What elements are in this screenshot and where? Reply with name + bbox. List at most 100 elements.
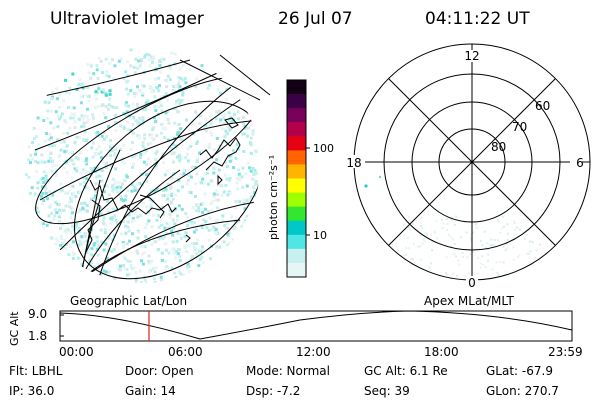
emission-pixel (420, 216, 423, 219)
emission-pixel (122, 77, 126, 81)
emission-pixel (237, 219, 241, 223)
emission-pixel (158, 188, 162, 192)
emission-pixel (253, 169, 257, 172)
emission-pixel (170, 229, 174, 233)
emission-pixel (35, 170, 39, 174)
emission-pixel (64, 90, 68, 94)
emission-pixel (184, 81, 188, 85)
emission-pixel (34, 135, 38, 139)
emission-pixel (57, 115, 60, 119)
emission-pixel (75, 169, 79, 173)
emission-pixel (186, 178, 190, 182)
emission-pixel (85, 114, 89, 118)
emission-pixel (126, 225, 130, 229)
emission-pixel (167, 226, 171, 230)
emission-pixel (34, 149, 38, 153)
emission-pixel (114, 219, 118, 222)
emission-pixel (128, 272, 132, 276)
emission-pixel (94, 194, 98, 198)
emission-pixel (166, 118, 170, 121)
emission-pixel (201, 261, 205, 264)
emission-pixel (145, 53, 149, 56)
emission-pixel (534, 256, 537, 259)
emission-pixel (82, 222, 86, 226)
emission-pixel (69, 116, 73, 120)
emission-pixel (90, 260, 94, 264)
emission-pixel (69, 206, 73, 210)
emission-pixel (203, 207, 207, 211)
emission-pixel (117, 59, 121, 63)
emission-pixel (189, 191, 193, 195)
emission-pixel (81, 95, 85, 99)
colorbar-cell (287, 206, 306, 222)
emission-pixel (106, 199, 109, 203)
emission-pixel (74, 224, 78, 228)
emission-pixel (493, 243, 496, 246)
emission-pixel (190, 220, 193, 224)
emission-pixel (170, 152, 174, 156)
colorbar-cell (287, 108, 306, 123)
emission-pixel (148, 198, 152, 202)
emission-pixel (80, 114, 84, 118)
emission-pixel (174, 193, 177, 197)
emission-pixel (53, 143, 56, 147)
emission-pixel (201, 211, 205, 214)
emission-pixel (178, 101, 182, 105)
emission-pixel (154, 120, 158, 124)
emission-pixel (526, 252, 529, 255)
emission-pixel (83, 201, 87, 205)
emission-pixel (195, 203, 199, 207)
emission-pixel (52, 217, 56, 221)
emission-pixel (198, 151, 201, 155)
emission-pixel (238, 178, 241, 181)
emission-pixel (48, 144, 52, 148)
emission-pixel (132, 91, 136, 95)
emission-pixel (139, 214, 143, 218)
emission-pixel (180, 156, 184, 159)
timeline-xtick: 12:00 (296, 345, 331, 359)
emission-pixel (165, 85, 168, 89)
coastline (85, 199, 101, 253)
emission-pixel (109, 164, 113, 168)
emission-pixel (90, 247, 94, 251)
emission-pixel (49, 178, 53, 181)
emission-pixel (35, 206, 39, 210)
emission-pixel (91, 113, 95, 117)
emission-pixel (446, 223, 449, 225)
emission-pixel (68, 86, 72, 90)
emission-pixel (122, 126, 126, 130)
emission-pixel (222, 240, 226, 244)
emission-pixel (179, 127, 183, 131)
emission-pixel (106, 208, 110, 212)
polar-plot (353, 43, 591, 281)
emission-pixel (125, 242, 129, 246)
emission-pixel (110, 149, 114, 153)
emission-pixel (59, 148, 63, 152)
emission-pixel (65, 230, 69, 234)
emission-pixel (93, 241, 97, 245)
emission-pixel (103, 231, 107, 235)
emission-pixel (505, 271, 508, 274)
emission-pixel (171, 233, 175, 237)
emission-pixel (176, 252, 180, 255)
emission-pixel (124, 103, 128, 107)
emission-pixel (234, 200, 238, 204)
emission-pixel (68, 127, 72, 130)
emission-pixel (216, 193, 220, 197)
emission-pixel (184, 212, 188, 216)
emission-pixel (506, 239, 509, 241)
emission-pixel (46, 109, 50, 113)
emission-pixel (65, 170, 69, 174)
emission-pixel (65, 149, 69, 153)
emission-pixel (86, 107, 89, 111)
emission-pixel (107, 107, 110, 111)
emission-pixel (122, 143, 126, 147)
emission-pixel (135, 249, 139, 253)
emission-pixel (71, 219, 75, 223)
emission-pixel (57, 215, 61, 219)
emission-pixel (79, 242, 83, 246)
emission-pixel (214, 198, 218, 202)
emission-pixel (126, 74, 130, 78)
emission-pixel (48, 205, 52, 209)
emission-pixel (535, 249, 538, 252)
